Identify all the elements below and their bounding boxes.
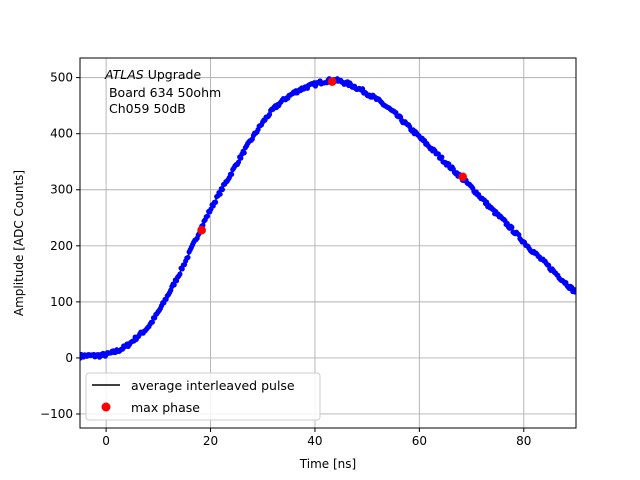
pulse-sample-point — [435, 151, 441, 157]
y-tick-label: 400 — [50, 127, 73, 141]
y-axis-label: Amplitude [ADC Counts] — [12, 170, 26, 316]
pulse-sample-point — [516, 232, 522, 238]
x-axis-label: Time [ns] — [299, 457, 356, 471]
max-phase-point — [197, 225, 206, 235]
y-tick-label: 100 — [50, 295, 73, 309]
y-tick-label: −100 — [40, 407, 73, 421]
pulse-sample-point — [229, 171, 235, 177]
max-phase-point — [458, 172, 468, 182]
x-tick-label: 20 — [203, 434, 218, 448]
legend-box — [85, 372, 321, 421]
x-tick-label: 40 — [307, 434, 322, 448]
y-tick-label: 300 — [50, 183, 73, 197]
annotation-line-1: ATLAS Upgrade — [104, 67, 201, 82]
x-tick-label: 60 — [412, 434, 427, 448]
atlas-label: ATLAS — [104, 67, 144, 82]
annotation-line-2: Board 634 50ohm — [105, 85, 221, 100]
y-tick-label: 0 — [65, 351, 73, 365]
y-tick-label: 200 — [50, 239, 73, 253]
annotation-line-3: Ch059 50dB — [105, 101, 186, 116]
pulse-sample-point — [177, 271, 183, 277]
pulse-sample-point — [439, 154, 445, 160]
pulse-sample-point — [204, 213, 211, 219]
pulse-sample-point — [238, 155, 244, 161]
pulse-sample-point — [446, 161, 452, 167]
legend-entry-max-phase: max phase — [131, 400, 200, 415]
pulse-sample-point — [509, 224, 515, 230]
legend-marker-max-phase — [101, 402, 111, 412]
pulse-sample-point — [179, 266, 185, 272]
upgrade-label: Upgrade — [144, 67, 202, 82]
pulse-sample-point — [572, 289, 576, 295]
data-layer — [80, 76, 576, 361]
pulse-sample-point — [185, 254, 191, 261]
annotation-block: ATLAS Upgrade Board 634 50ohm Ch059 50dB — [104, 67, 221, 116]
axes: 0 20 40 60 80 −100 0 100 200 300 400 500 — [40, 71, 531, 448]
plot-frame — [79, 57, 577, 429]
pulse-sample-point — [241, 150, 247, 156]
pulse-sample-point — [212, 199, 219, 205]
pulse-sample-point — [235, 159, 242, 165]
y-tick-label: 500 — [50, 71, 73, 85]
pulse-sample-point — [171, 282, 177, 288]
pulse-sample-point — [266, 111, 273, 118]
x-tick-label: 80 — [516, 434, 531, 448]
pulse-sample-point — [219, 186, 226, 193]
legend: average interleaved pulse max phase — [85, 372, 321, 421]
max-phase-point — [327, 77, 337, 86]
x-tick-label: 0 — [102, 434, 110, 448]
pulse-sample-point — [217, 191, 223, 197]
pulse-sample-point — [149, 319, 155, 325]
legend-entry-average: average interleaved pulse — [131, 378, 295, 393]
